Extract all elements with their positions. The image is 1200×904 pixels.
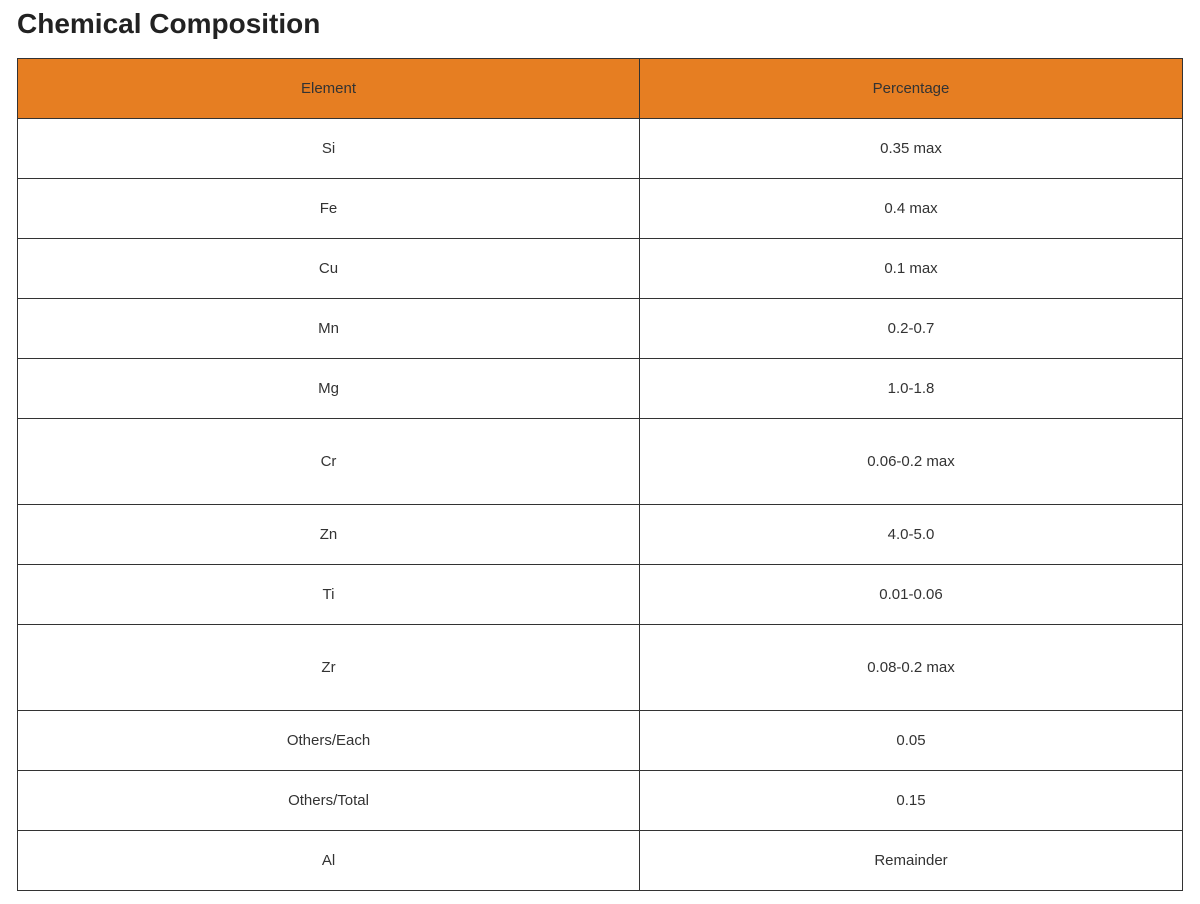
table-row: Zr 0.08-0.2 max (17, 624, 1183, 711)
percentage-cell: 0.05 (639, 710, 1183, 771)
table-row: Mg 1.0-1.8 (17, 358, 1183, 419)
header-percentage: Percentage (639, 58, 1183, 119)
table-row: Cu 0.1 max (17, 238, 1183, 299)
percentage-cell: 0.06-0.2 max (639, 418, 1183, 505)
table-row: Mn 0.2-0.7 (17, 298, 1183, 359)
percentage-cell: 1.0-1.8 (639, 358, 1183, 419)
percentage-cell: 0.08-0.2 max (639, 624, 1183, 711)
page-title: Chemical Composition (17, 8, 321, 39)
element-cell: Si (17, 118, 640, 179)
element-cell: Ti (17, 564, 640, 625)
table-row: Ti 0.01-0.06 (17, 564, 1183, 625)
table-row: Zn 4.0-5.0 (17, 504, 1183, 565)
percentage-cell: 0.01-0.06 (639, 564, 1183, 625)
percentage-cell: 0.2-0.7 (639, 298, 1183, 359)
element-cell: Al (17, 830, 640, 891)
element-cell: Cr (17, 418, 640, 505)
element-cell: Mn (17, 298, 640, 359)
element-cell: Mg (17, 358, 640, 419)
table-row: Others/Total 0.15 (17, 770, 1183, 831)
element-cell: Others/Total (17, 770, 640, 831)
element-cell: Others/Each (17, 710, 640, 771)
percentage-cell: Remainder (639, 830, 1183, 891)
percentage-cell: 4.0-5.0 (639, 504, 1183, 565)
table-row: Al Remainder (17, 830, 1183, 891)
composition-table: Element Percentage Si 0.35 max Fe 0.4 max Cu… (17, 58, 1183, 891)
percentage-cell: 0.4 max (639, 178, 1183, 239)
percentage-cell: 0.1 max (639, 238, 1183, 299)
table-row: Si 0.35 max (17, 118, 1183, 179)
element-cell: Zr (17, 624, 640, 711)
percentage-cell: 0.35 max (639, 118, 1183, 179)
table-row: Cr 0.06-0.2 max (17, 418, 1183, 505)
element-cell: Fe (17, 178, 640, 239)
element-cell: Zn (17, 504, 640, 565)
header-element: Element (17, 58, 640, 119)
table-header-row: Element Percentage (17, 58, 1183, 119)
element-cell: Cu (17, 238, 640, 299)
table-row: Fe 0.4 max (17, 178, 1183, 239)
percentage-cell: 0.15 (639, 770, 1183, 831)
table-row: Others/Each 0.05 (17, 710, 1183, 771)
